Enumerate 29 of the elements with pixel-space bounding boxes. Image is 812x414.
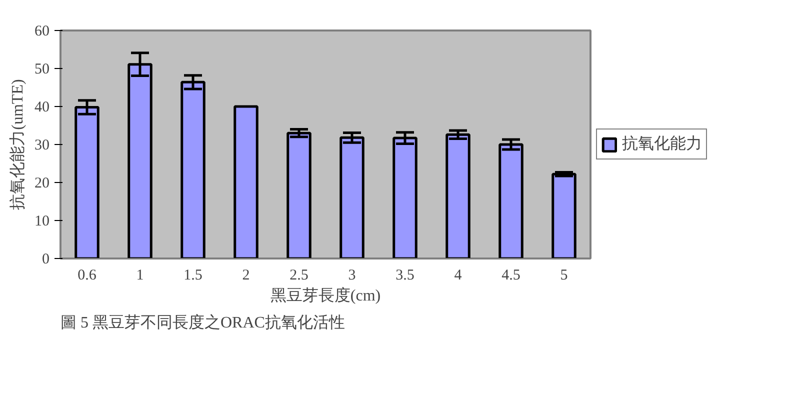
y-tick-label: 0 bbox=[42, 252, 50, 268]
x-tick-label: 4.5 bbox=[502, 268, 520, 284]
bar bbox=[340, 136, 364, 258]
bar bbox=[180, 80, 206, 258]
bar bbox=[446, 133, 470, 258]
y-tick-label: 10 bbox=[34, 214, 50, 230]
y-tick-label: 30 bbox=[34, 138, 50, 154]
x-tick-label: 5 bbox=[560, 268, 568, 284]
x-tick-label: 3.5 bbox=[396, 268, 414, 284]
x-tick-label: 3 bbox=[348, 268, 356, 284]
x-tick-label: 4 bbox=[454, 268, 462, 284]
bar bbox=[392, 136, 418, 258]
bar bbox=[234, 105, 258, 258]
x-axis-title: 黑豆芽長度(cm) bbox=[270, 286, 381, 304]
y-tick-label: 40 bbox=[34, 100, 50, 116]
y-axis-title: 抗氧化能力(umTE) bbox=[8, 79, 26, 210]
bar bbox=[552, 172, 576, 258]
y-tick-label: 20 bbox=[34, 176, 50, 192]
caption: 圖 5 黑豆芽不同長度之ORAC抗氧化活性 bbox=[60, 314, 345, 332]
x-tick-label: 2 bbox=[242, 268, 250, 284]
bar bbox=[286, 132, 312, 258]
bar bbox=[498, 143, 524, 258]
x-tick-label: 1 bbox=[136, 268, 144, 284]
x-tick-label: 0.6 bbox=[78, 268, 97, 284]
x-tick-label: 1.5 bbox=[184, 268, 202, 284]
legend-label: 抗氧化能力 bbox=[622, 134, 702, 154]
x-tick-label: 2.5 bbox=[290, 268, 308, 284]
y-tick-label: 60 bbox=[34, 24, 50, 40]
y-tick-label: 50 bbox=[34, 62, 50, 78]
